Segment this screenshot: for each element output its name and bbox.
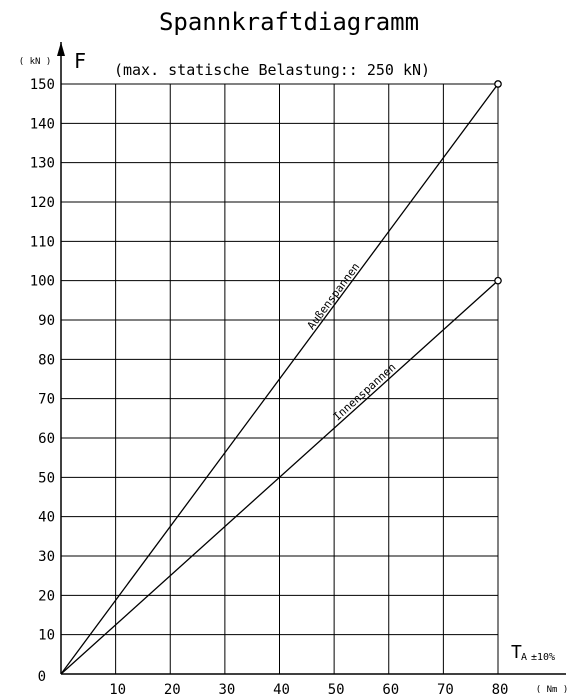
y-tick-label: 70	[38, 392, 55, 408]
x-tick-label: 10	[109, 682, 126, 697]
x-tick-label: 30	[218, 682, 235, 697]
y-tick-label: 60	[38, 431, 55, 447]
series-label: Außenspannen	[305, 260, 363, 332]
x-unit-label: ( Nm )	[536, 685, 569, 695]
y-tick-label: 30	[38, 549, 55, 565]
y-tick-label: 90	[38, 313, 55, 329]
y-tick-label: 40	[38, 510, 55, 526]
x-tick-label: 60	[382, 682, 399, 697]
x-tick-label: 20	[164, 682, 181, 697]
chart-title: Spannkraftdiagramm	[159, 8, 419, 36]
series-line	[60, 83, 499, 675]
y-axis-arrow	[57, 42, 65, 56]
y-tick-label: 110	[30, 234, 55, 250]
x-tick-label: 50	[328, 682, 345, 697]
y-tick-label: 140	[30, 116, 55, 132]
series-end-marker	[494, 276, 502, 285]
y-tick-label: 10	[38, 628, 55, 644]
x-tick-labels: 10 20 30 40 50 60 70 80	[109, 682, 508, 697]
x-axis-label: T	[511, 642, 522, 663]
y-tick-label: 20	[38, 588, 55, 604]
y-tick-label: 80	[38, 352, 55, 368]
y-tick-label: 120	[30, 195, 55, 211]
y-tick-label: 100	[30, 274, 55, 290]
axes	[57, 42, 566, 675]
y-tick-label: 150	[30, 77, 55, 93]
chart-subtitle: (max. statische Belastung:: 250 kN)	[114, 61, 430, 79]
y-unit-label: ( kN )	[19, 57, 52, 67]
y-tick-label: 50	[38, 470, 55, 486]
x-tick-label: 40	[273, 682, 290, 697]
y-tick-label: 130	[30, 156, 55, 172]
y-axis-label: F	[74, 49, 86, 73]
x-tick-label: 80	[492, 682, 509, 697]
x-tick-label: 70	[437, 682, 454, 697]
y-tick-labels: 10 20 30 40 50 60 70 80 90 100 110 120 130 140 150	[30, 77, 55, 644]
x-axis-subscript: A	[521, 652, 527, 663]
origin-label: 0	[38, 669, 46, 685]
x-axis-tolerance: ±10%	[531, 652, 555, 663]
series-end-marker	[494, 80, 502, 88]
series-line	[60, 280, 499, 675]
